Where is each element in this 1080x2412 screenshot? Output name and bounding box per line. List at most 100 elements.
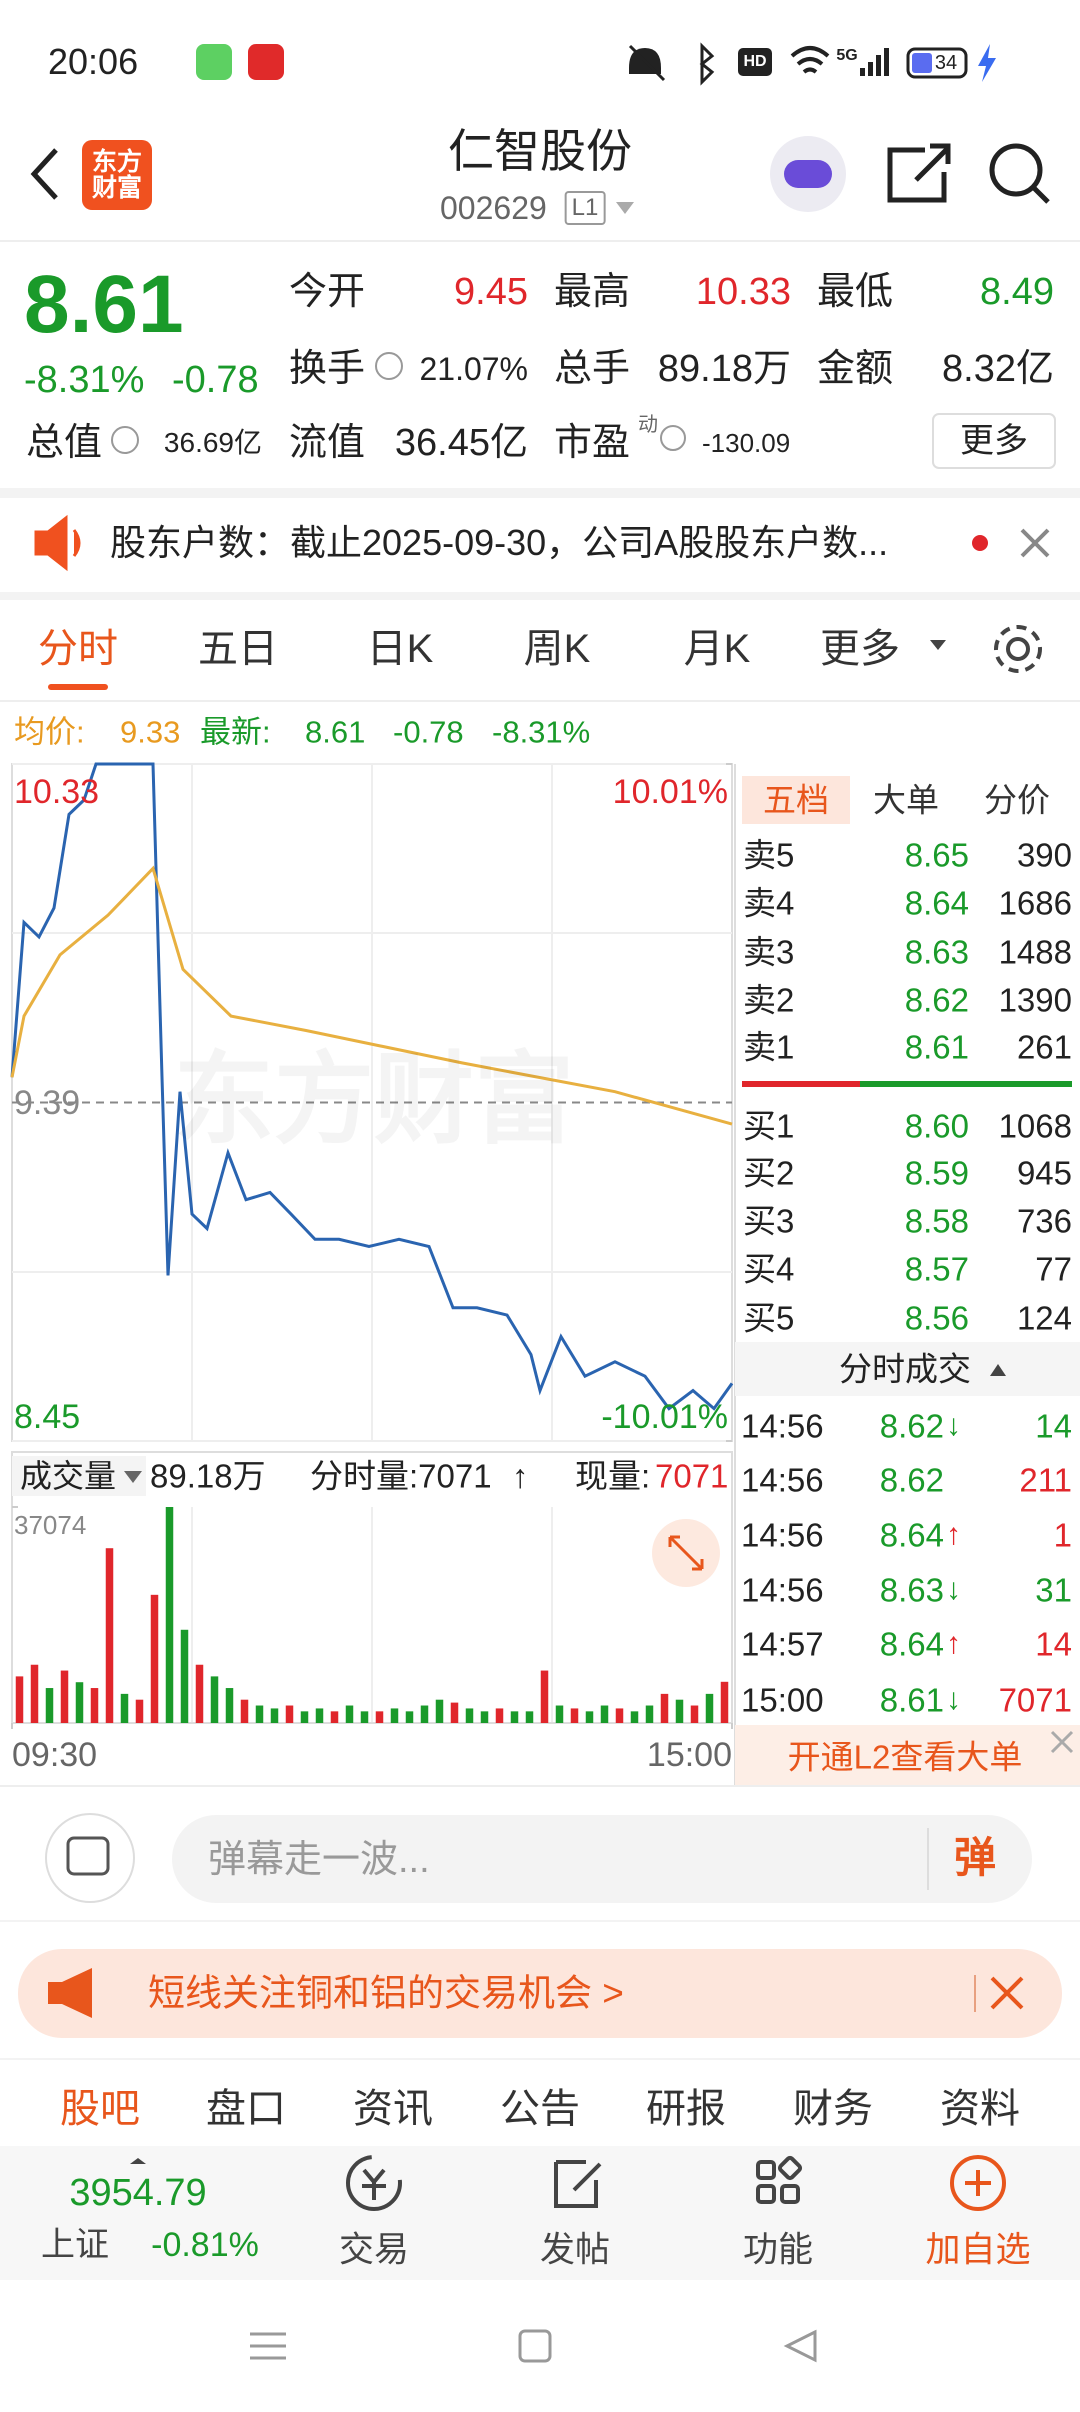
trades-title[interactable]: 分时成交 bbox=[839, 1350, 971, 1388]
more-button[interactable]: 更多 bbox=[960, 422, 1028, 460]
search-button[interactable] bbox=[989, 143, 1050, 204]
separator bbox=[0, 592, 1080, 600]
more-button[interactable] bbox=[932, 413, 1056, 469]
comment-placeholder[interactable]: 弹幕走一波... bbox=[208, 1839, 430, 1881]
nav-item[interactable]: 交易 bbox=[338, 2230, 410, 2270]
period-volume: 分时量:7071 bbox=[310, 1457, 492, 1495]
ad-banner[interactable] bbox=[18, 1949, 1062, 2038]
chart-tab[interactable]: 分时 bbox=[38, 627, 118, 671]
book-tab[interactable]: 分价 bbox=[984, 781, 1050, 819]
stat-label: 今开 bbox=[289, 271, 366, 313]
system-nav[interactable] bbox=[250, 2329, 817, 2363]
nav-item[interactable]: 加自选 bbox=[925, 2230, 1031, 2270]
section-tab[interactable]: 盘口 bbox=[206, 2087, 286, 2131]
volume-bar bbox=[390, 1708, 399, 1723]
chart-tab[interactable]: 更多 bbox=[820, 627, 900, 671]
l2-banner[interactable] bbox=[735, 1725, 1080, 1785]
settings-button[interactable] bbox=[994, 625, 1042, 673]
section-tab[interactable]: 财务 bbox=[793, 2087, 873, 2131]
section-tab[interactable]: 资讯 bbox=[353, 2087, 433, 2131]
dropdown-arrow[interactable] bbox=[616, 202, 634, 214]
stat-label: 最高 bbox=[554, 271, 631, 313]
volume-bar bbox=[435, 1699, 444, 1723]
volume-bar bbox=[195, 1664, 204, 1723]
volume-select[interactable] bbox=[12, 1456, 146, 1496]
stock-name: 仁智股份 bbox=[448, 125, 632, 177]
barrage-toggle[interactable] bbox=[45, 1813, 135, 1903]
stat-label: 金额 bbox=[817, 348, 894, 390]
volume-bar bbox=[420, 1705, 429, 1723]
nav-item[interactable]: 发帖 bbox=[539, 2230, 611, 2270]
logo: 东方财富 bbox=[91, 147, 142, 202]
chart-tab[interactable]: 周K bbox=[523, 627, 591, 671]
volume-bar bbox=[360, 1711, 369, 1723]
trade-price: 8.61 bbox=[879, 1681, 944, 1719]
trade-price: 8.64 bbox=[879, 1516, 944, 1554]
book-label: 卖4 bbox=[743, 884, 795, 922]
section-tab[interactable]: 公告 bbox=[500, 2087, 580, 2131]
ad-text[interactable]: 短线关注铜和铝的交易机会 > bbox=[148, 1972, 624, 2014]
volume-bar bbox=[540, 1670, 549, 1723]
stat-value: 36.45亿 bbox=[394, 422, 528, 464]
section-tab[interactable]: 资料 bbox=[940, 2087, 1020, 2131]
share-button[interactable] bbox=[887, 143, 951, 203]
expand-icon bbox=[668, 1535, 704, 1571]
notice-text[interactable]: 股东户数：截止2025-09-30，公司A股股东户数... bbox=[110, 522, 889, 563]
index-value[interactable]: 3954.79 bbox=[69, 2172, 207, 2214]
book-label: 买2 bbox=[743, 1154, 795, 1192]
summary-avg-label: 均价: bbox=[14, 714, 85, 750]
volume-bar bbox=[90, 1688, 99, 1723]
stat-value: -130.09 bbox=[702, 428, 791, 458]
nav-item[interactable]: 功能 bbox=[742, 2230, 814, 2270]
book-label: 买4 bbox=[743, 1250, 795, 1288]
add-watchlist-icon[interactable] bbox=[950, 2155, 1006, 2211]
book-volume: 945 bbox=[1016, 1154, 1072, 1192]
close-button[interactable] bbox=[1020, 528, 1050, 558]
stat-label: 换手 bbox=[289, 348, 366, 390]
volume-bar bbox=[300, 1711, 309, 1723]
close-button[interactable] bbox=[1050, 1730, 1074, 1754]
trade-volume: 14 bbox=[1035, 1625, 1072, 1663]
trade-volume: 211 bbox=[1019, 1461, 1072, 1499]
period-arrow: ↑ bbox=[512, 1457, 529, 1495]
book-volume: 261 bbox=[1016, 1028, 1072, 1066]
volume-bar bbox=[660, 1693, 669, 1723]
volume-bar bbox=[135, 1699, 144, 1723]
volume-label[interactable]: 成交量 bbox=[20, 1458, 117, 1494]
chart-tab[interactable]: 五日 bbox=[198, 627, 278, 671]
volume-bar bbox=[240, 1699, 249, 1723]
trade-volume: 14 bbox=[1035, 1407, 1072, 1445]
comment-input[interactable] bbox=[172, 1815, 1032, 1903]
y2-tick-label: 10.01% bbox=[612, 773, 728, 811]
chart-tab[interactable]: 日K bbox=[366, 627, 434, 671]
volume-bar bbox=[30, 1664, 39, 1723]
book-price: 8.62 bbox=[904, 981, 969, 1019]
book-tab[interactable]: 大单 bbox=[873, 781, 939, 819]
book-price: 8.65 bbox=[904, 836, 969, 874]
book-tab[interactable]: 五档 bbox=[763, 781, 829, 819]
section-tab[interactable]: 股吧 bbox=[60, 2087, 140, 2131]
volume-bar bbox=[690, 1705, 699, 1723]
y-tick-label: 10.33 bbox=[14, 773, 100, 811]
close-button[interactable] bbox=[990, 1976, 1024, 2010]
book-divider bbox=[742, 1081, 860, 1087]
y-tick-label: 8.45 bbox=[14, 1398, 81, 1436]
barrage-button[interactable]: 弹 bbox=[953, 1834, 997, 1881]
volume-bar bbox=[75, 1682, 84, 1723]
avatar-face bbox=[784, 160, 832, 188]
stat-value: 36.69亿 bbox=[163, 427, 262, 458]
volume-bar bbox=[60, 1670, 69, 1723]
dropdown-arrow[interactable] bbox=[124, 1471, 142, 1483]
chart-tab[interactable]: 月K bbox=[683, 627, 751, 671]
volume-bar bbox=[330, 1711, 339, 1723]
back-button[interactable] bbox=[30, 148, 58, 200]
section-tab[interactable]: 研报 bbox=[646, 2087, 726, 2131]
volume-bar bbox=[600, 1705, 609, 1723]
battery-level: 34 bbox=[934, 52, 958, 74]
trade-arrow: ↓ bbox=[946, 1573, 961, 1606]
volume-bar bbox=[495, 1708, 504, 1723]
trade-time: 14:56 bbox=[741, 1571, 824, 1609]
l2-link[interactable]: 开通L2查看大单 bbox=[787, 1738, 1023, 1776]
x-tick-label: 09:30 bbox=[12, 1736, 98, 1774]
